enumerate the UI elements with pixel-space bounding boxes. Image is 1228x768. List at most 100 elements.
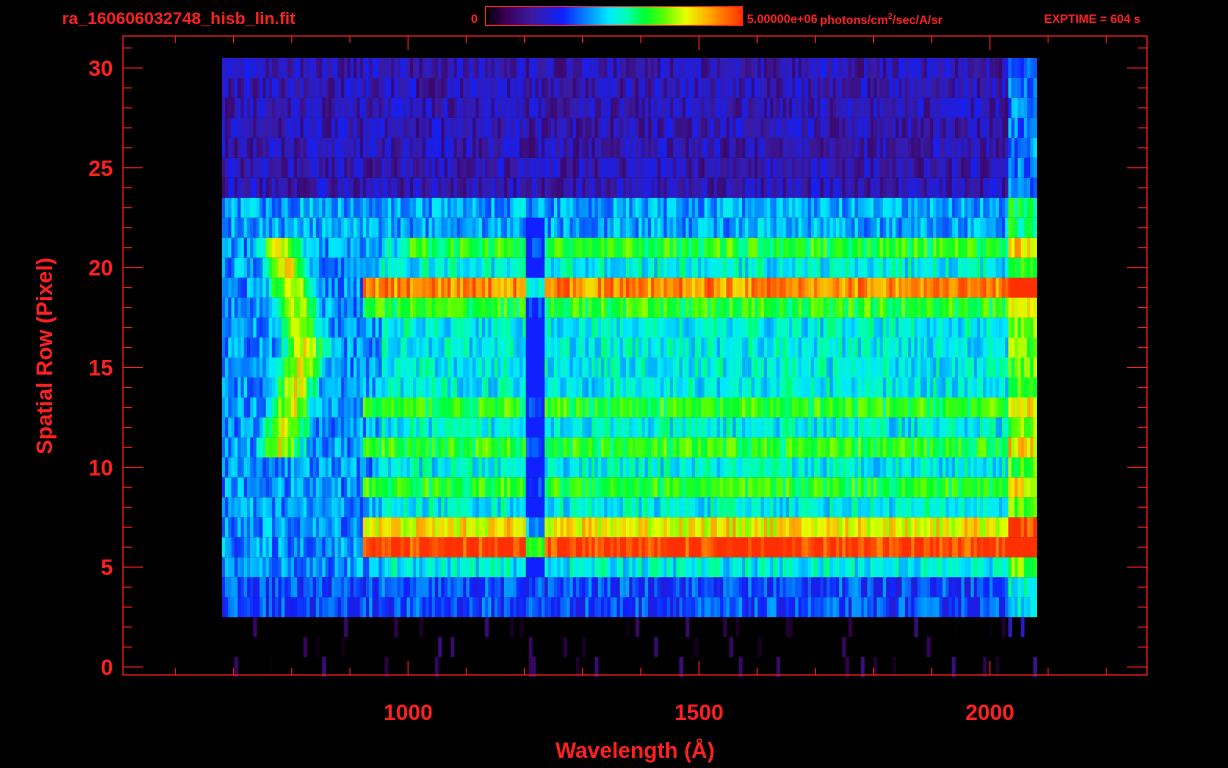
heatmap-cell (851, 317, 856, 338)
heatmap-cell (485, 277, 489, 298)
heatmap-cell (569, 497, 574, 518)
heatmap-cell (892, 357, 896, 378)
heatmap-cell (651, 257, 655, 278)
heatmap-cell (967, 417, 972, 438)
heatmap-cell (579, 457, 583, 478)
heatmap-cell (566, 397, 571, 418)
heatmap-cell (914, 357, 918, 378)
heatmap-cell (294, 517, 298, 538)
heatmap-cell (237, 357, 242, 378)
heatmap-cell (513, 357, 517, 378)
heatmap-cell (654, 517, 658, 538)
heatmap-cell (391, 537, 395, 558)
heatmap-cell (967, 237, 972, 258)
heatmap-cell (669, 457, 674, 478)
heatmap-cell (350, 537, 355, 558)
heatmap-cell (839, 317, 843, 338)
heatmap-cell (654, 537, 658, 558)
heatmap-cell (372, 237, 376, 258)
heatmap-cell (359, 577, 364, 598)
heatmap-cell (444, 437, 448, 458)
heatmap-cell (337, 497, 342, 518)
heatmap-cell (751, 297, 756, 318)
heatmap-cell (463, 517, 467, 538)
heatmap-cell (619, 457, 624, 478)
heatmap-cell (547, 437, 552, 458)
heatmap-cell (742, 497, 746, 518)
heatmap-cell (635, 617, 640, 638)
heatmap-cell (250, 237, 254, 258)
heatmap-cell (742, 437, 746, 458)
heatmap-cell (259, 417, 264, 438)
heatmap-cell (541, 397, 546, 418)
heatmap-cell (456, 477, 461, 498)
heatmap-cell (619, 557, 624, 578)
heatmap-cell (666, 357, 671, 378)
heatmap-cell (986, 477, 990, 498)
heatmap-cell (525, 477, 530, 498)
heatmap-cell (673, 517, 677, 538)
heatmap-cell (861, 517, 865, 538)
heatmap-cell (472, 317, 477, 338)
heatmap-cell (306, 557, 311, 578)
heatmap-cell (334, 417, 339, 438)
heatmap-cell (770, 537, 774, 558)
heatmap-cell (500, 257, 505, 278)
heatmap-cell (591, 517, 596, 538)
heatmap-cell (804, 337, 809, 358)
heatmap-cell (961, 557, 965, 578)
heatmap-cell (297, 597, 301, 618)
heatmap-cell (406, 277, 411, 298)
heatmap-cell (679, 337, 683, 358)
heatmap-cell (532, 257, 536, 278)
heatmap-cell (1033, 377, 1037, 398)
heatmap-cell (575, 377, 580, 398)
heatmap-cell (463, 457, 467, 478)
heatmap-cell (691, 357, 696, 378)
heatmap-cell (334, 397, 339, 418)
heatmap-cell (660, 377, 665, 398)
heatmap-cell (776, 337, 781, 358)
heatmap-cell (851, 377, 856, 398)
heatmap-cell (651, 397, 655, 418)
heatmap-cell (413, 477, 417, 498)
heatmap-cell (995, 357, 1000, 378)
heatmap-cell (939, 317, 943, 338)
heatmap-cell (644, 477, 649, 498)
heatmap-cell (594, 417, 599, 438)
heatmap-cell (976, 437, 981, 458)
heatmap-cell (582, 537, 586, 558)
heatmap-cell (428, 477, 433, 498)
heatmap-cell (861, 397, 865, 418)
heatmap-cell (516, 557, 521, 578)
heatmap-cell (854, 397, 859, 418)
heatmap-cell (1030, 597, 1034, 618)
heatmap-cell (325, 297, 329, 318)
heatmap-cell (895, 597, 900, 618)
heatmap-cell (607, 397, 611, 418)
heatmap-cell (1005, 477, 1009, 498)
heatmap-cell (535, 557, 539, 578)
heatmap-cell (707, 477, 712, 498)
heatmap-cell (948, 577, 953, 598)
heatmap-cell (673, 297, 677, 318)
heatmap-cell (679, 517, 683, 538)
heatmap-cell (528, 337, 533, 358)
heatmap-cell (294, 377, 298, 398)
heatmap-cell (431, 557, 436, 578)
heatmap-cell (836, 477, 840, 498)
heatmap-cell (610, 357, 615, 378)
heatmap-cell (434, 357, 439, 378)
heatmap-cell (290, 297, 295, 318)
heatmap-cell (572, 337, 577, 358)
heatmap-cell (319, 317, 323, 338)
heatmap-cell (698, 457, 702, 478)
heatmap-cell (268, 297, 273, 318)
heatmap-cell (585, 297, 589, 318)
heatmap-cell (695, 397, 699, 418)
heatmap-cell (616, 317, 621, 338)
heatmap-cell (1005, 337, 1009, 358)
heatmap-cell (297, 477, 301, 498)
heatmap-cell (497, 237, 502, 258)
heatmap-cell (729, 477, 734, 498)
